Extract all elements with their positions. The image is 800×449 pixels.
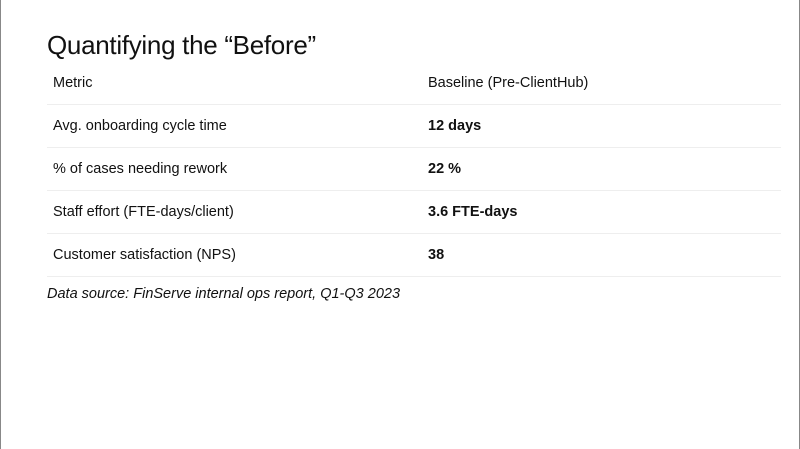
- metric-cell: % of cases needing rework: [53, 161, 228, 177]
- metrics-table: Metric Baseline (Pre-ClientHub) Avg. onb…: [47, 62, 781, 277]
- table-row: Customer satisfaction (NPS) 38: [47, 234, 781, 277]
- baseline-cell: 12 days: [428, 118, 482, 134]
- slide-title: Quantifying the “Before”: [47, 30, 316, 60]
- baseline-cell: 38: [428, 247, 445, 263]
- data-source-caption: Data source: FinServe internal ops repor…: [47, 286, 401, 302]
- table-row: % of cases needing rework 22 %: [47, 148, 781, 191]
- table-row: Staff effort (FTE-days/client) 3.6 FTE-d…: [47, 191, 781, 234]
- header-baseline: Baseline (Pre-ClientHub): [428, 75, 589, 91]
- table-row: Avg. onboarding cycle time 12 days: [47, 105, 781, 148]
- table-header-row: Metric Baseline (Pre-ClientHub): [47, 62, 781, 105]
- metric-cell: Avg. onboarding cycle time: [53, 118, 227, 134]
- metric-cell: Customer satisfaction (NPS): [53, 247, 236, 263]
- header-metric: Metric: [53, 75, 93, 91]
- metric-cell: Staff effort (FTE-days/client): [53, 204, 234, 220]
- baseline-cell: 22 %: [428, 161, 462, 177]
- baseline-cell: 3.6 FTE-days: [428, 204, 518, 220]
